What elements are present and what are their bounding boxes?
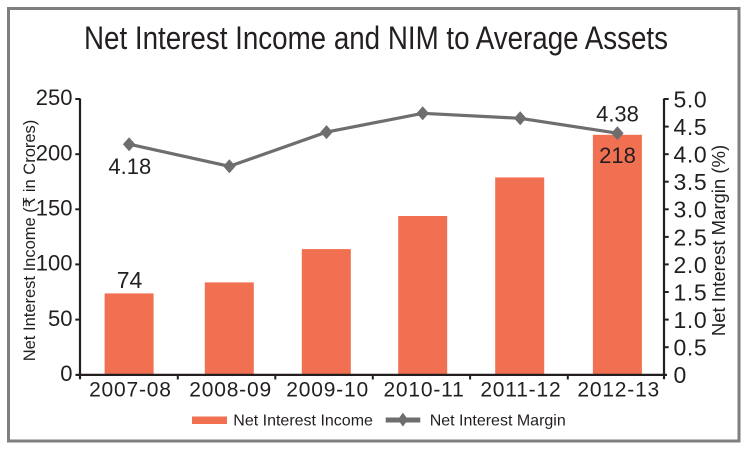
svg-text:0: 0 (60, 361, 72, 386)
svg-text:Net Interest Margin: Net Interest Margin (430, 412, 566, 429)
svg-text:3.0: 3.0 (674, 197, 708, 223)
svg-text:4.5: 4.5 (674, 114, 708, 140)
svg-text:2012-13: 2012-13 (577, 379, 660, 402)
svg-text:2007-08: 2007-08 (89, 379, 172, 402)
svg-text:2.0: 2.0 (674, 252, 708, 278)
svg-text:1.5: 1.5 (674, 279, 708, 305)
svg-text:2.5: 2.5 (674, 224, 708, 250)
svg-text:Net Interest Income and NIM to: Net Interest Income and NIM to Average A… (84, 20, 668, 56)
svg-text:4.18: 4.18 (108, 154, 151, 179)
svg-text:218: 218 (599, 143, 636, 168)
svg-text:200: 200 (36, 140, 73, 165)
svg-text:Net Interest Income (₹ in Cror: Net Interest Income (₹ in Crores) (21, 120, 39, 362)
svg-text:1.0: 1.0 (674, 307, 708, 333)
svg-text:100: 100 (36, 251, 73, 276)
svg-text:150: 150 (36, 196, 73, 221)
svg-text:Net Interest Income: Net Interest Income (233, 412, 373, 429)
svg-text:Net Interest Margin (%): Net Interest Margin (%) (708, 145, 729, 336)
svg-text:250: 250 (36, 85, 73, 110)
svg-text:4.0: 4.0 (674, 142, 708, 168)
svg-text:0.5: 0.5 (674, 335, 708, 361)
svg-text:3.5: 3.5 (674, 169, 708, 195)
svg-text:2008-09: 2008-09 (189, 379, 272, 402)
svg-text:2011-12: 2011-12 (480, 379, 561, 402)
svg-text:2009-10: 2009-10 (286, 379, 369, 402)
svg-text:2010-11: 2010-11 (383, 379, 464, 402)
svg-text:0: 0 (674, 362, 687, 388)
svg-text:4.38: 4.38 (596, 101, 639, 126)
svg-text:74: 74 (117, 267, 143, 293)
svg-text:5.0: 5.0 (674, 86, 708, 112)
svg-text:50: 50 (48, 306, 72, 331)
